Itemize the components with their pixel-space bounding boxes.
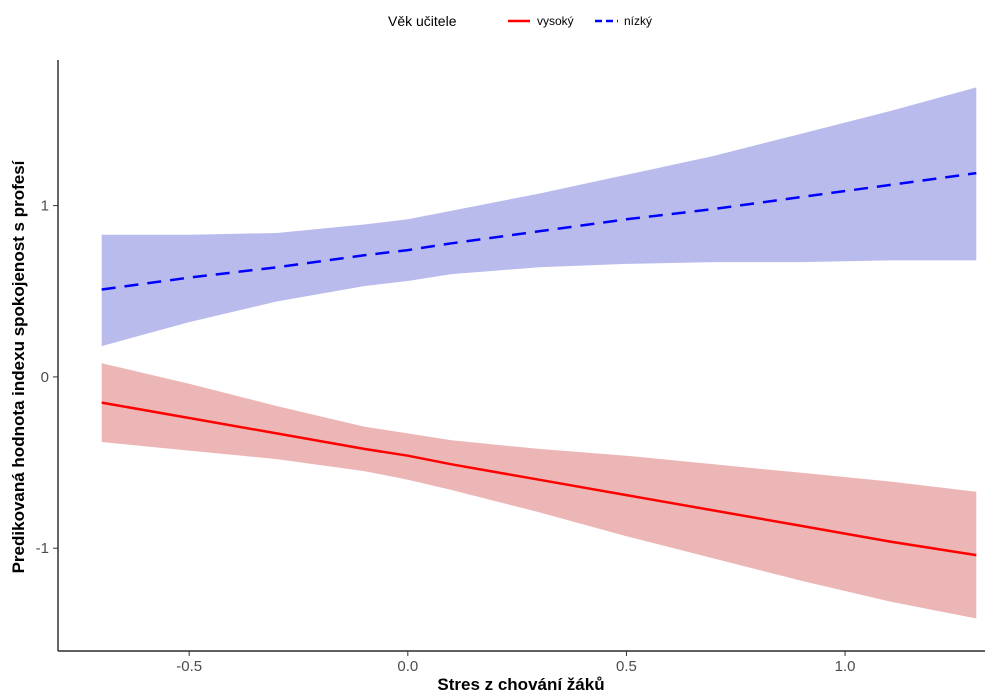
- legend-label-vysoky: vysoký: [537, 14, 574, 28]
- legend-label-nizky: nízký: [624, 14, 652, 28]
- confidence-band-0: [101, 363, 977, 619]
- y-tick-label: 0: [41, 369, 49, 386]
- series-line-1: [101, 171, 977, 291]
- y-axis-ticks: -1 0 1: [36, 198, 58, 557]
- x-tick-label: -0.5: [176, 658, 202, 675]
- x-tick-label: 0.0: [397, 658, 418, 675]
- confidence-band-1: [101, 87, 977, 347]
- x-tick-label: 1.0: [835, 658, 856, 675]
- series-line-0: [101, 401, 977, 557]
- series-lines: [101, 171, 977, 557]
- plot-area: [101, 87, 977, 619]
- x-axis-ticks: -0.5 0.0 0.5 1.0: [176, 651, 856, 675]
- x-axis-title: Stres z chování žáků: [437, 675, 604, 694]
- confidence-bands: [101, 87, 977, 619]
- legend: Věk učitele vysoký nízký: [388, 13, 652, 29]
- legend-title: Věk učitele: [388, 13, 457, 29]
- y-tick-label: 1: [41, 198, 49, 215]
- x-tick-label: 0.5: [616, 658, 637, 675]
- y-tick-label: -1: [36, 540, 49, 557]
- y-axis-title: Predikovaná hodnota indexu spokojenost s…: [9, 159, 28, 573]
